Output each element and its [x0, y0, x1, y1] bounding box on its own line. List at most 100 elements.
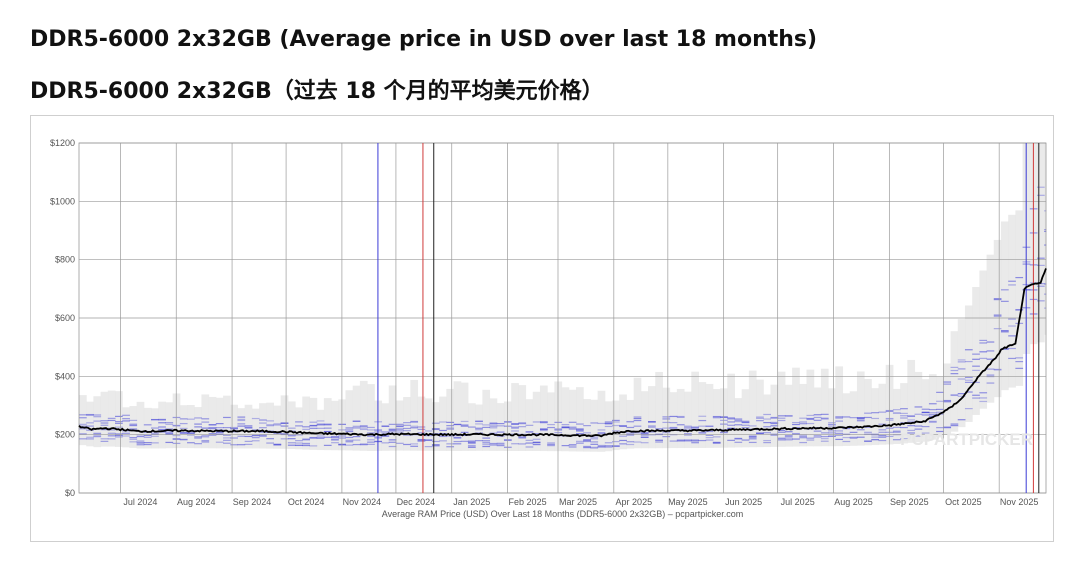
x-tick-label: Jun 2025: [725, 497, 762, 507]
grey-band-segment: [446, 388, 455, 451]
retailer-price-dash: [712, 442, 721, 444]
retailer-price-dash: [107, 438, 116, 440]
retailer-price-dash: [388, 428, 397, 430]
retailer-price-dash: [439, 429, 447, 432]
retailer-price-dash: [179, 427, 188, 429]
retailer-price-dash: [777, 439, 786, 441]
retailer-price-dash: [251, 440, 260, 442]
retailer-price-dash: [424, 439, 433, 441]
retailer-price-dash: [972, 394, 980, 396]
retailer-price-dash: [367, 439, 375, 441]
retailer-price-dash: [460, 424, 469, 426]
retailer-price-dash: [194, 436, 202, 438]
retailer-price-dash: [316, 427, 325, 429]
retailer-price-dash: [367, 429, 375, 431]
retailer-price-dash: [849, 437, 858, 439]
retailer-price-dash: [928, 414, 937, 416]
grey-band-segment: [633, 377, 642, 449]
retailer-price-dash: [280, 438, 289, 440]
retailer-price-dash: [129, 438, 138, 441]
retailer-price-dash: [1008, 318, 1016, 320]
retailer-price-dash: [576, 433, 584, 435]
retailer-price-dash: [223, 426, 231, 429]
retailer-price-dash: [244, 425, 253, 427]
retailer-price-dash: [539, 422, 548, 424]
retailer-price-dash: [453, 437, 462, 439]
retailer-price-dash: [1044, 229, 1047, 231]
retailer-price-dash: [93, 414, 102, 416]
retailer-price-dash: [86, 425, 94, 427]
retailer-price-dash: [979, 339, 988, 342]
retailer-price-dash: [539, 428, 548, 430]
grey-band-segment: [460, 382, 469, 451]
retailer-price-dash: [813, 414, 822, 416]
retailer-price-dash: [266, 424, 274, 426]
retailer-price-dash: [323, 430, 332, 433]
retailer-price-dash: [583, 432, 591, 434]
retailer-price-dash: [122, 418, 130, 420]
retailer-price-dash: [684, 439, 692, 441]
retailer-price-dash: [806, 422, 815, 425]
retailer-price-dash: [201, 427, 210, 429]
retailer-price-dash: [892, 439, 901, 441]
grey-band-segment: [136, 401, 145, 449]
retailer-price-dash: [655, 428, 663, 430]
retailer-price-dash: [813, 416, 822, 419]
retailer-price-dash: [669, 440, 678, 442]
grey-band-segment: [900, 383, 908, 444]
retailer-price-dash: [431, 428, 440, 431]
retailer-price-dash: [345, 441, 354, 443]
grey-band-segment: [943, 363, 952, 435]
retailer-price-dash: [979, 357, 988, 359]
retailer-price-dash: [943, 401, 952, 403]
retailer-price-dash: [590, 443, 599, 445]
retailer-price-dash: [864, 433, 872, 435]
retailer-price-dash: [590, 422, 599, 424]
grey-band-segment: [165, 402, 174, 449]
grey-band-segment: [878, 383, 887, 445]
retailer-price-dash: [215, 431, 224, 433]
retailer-price-dash: [900, 417, 908, 419]
retailer-price-dash: [1036, 285, 1045, 287]
pcpartpicker-watermark: PCPARTPICKER: [900, 430, 1033, 449]
retailer-price-dash: [943, 427, 952, 429]
retailer-price-dash: [201, 436, 210, 438]
retailer-price-dash: [439, 421, 447, 423]
retailer-price-dash: [705, 430, 714, 433]
retailer-price-dash: [626, 432, 635, 434]
retailer-price-dash: [302, 438, 310, 440]
retailer-price-dash: [835, 438, 844, 441]
retailer-price-dash: [590, 446, 599, 448]
retailer-price-dash: [129, 437, 138, 439]
retailer-price-dash: [266, 420, 274, 422]
retailer-price-dash: [979, 400, 988, 403]
retailer-price-dash: [806, 439, 815, 441]
retailer-price-dash: [648, 425, 656, 427]
grey-band-segment: [619, 394, 627, 450]
retailer-price-dash: [489, 444, 498, 446]
retailer-price-dash: [712, 436, 721, 438]
retailer-price-dash: [388, 429, 397, 431]
retailer-price-dash: [964, 376, 973, 379]
retailer-price-dash: [251, 417, 260, 420]
grey-band-segment: [489, 398, 498, 451]
y-tick-label: $800: [55, 255, 75, 265]
retailer-price-dash: [590, 441, 599, 443]
retailer-price-dash: [86, 436, 94, 438]
retailer-price-dash: [835, 416, 844, 418]
retailer-price-dash: [806, 428, 815, 430]
retailer-price-dash: [878, 411, 887, 413]
grey-band-segment: [410, 379, 419, 451]
retailer-price-dash: [964, 349, 973, 351]
retailer-price-dash: [756, 417, 764, 419]
retailer-price-dash: [568, 446, 577, 448]
retailer-price-dash: [662, 427, 671, 429]
retailer-price-dash: [943, 383, 952, 385]
retailer-price-dash: [813, 436, 822, 438]
y-tick-label: $200: [55, 430, 75, 440]
retailer-price-dash: [158, 422, 166, 424]
retailer-price-dash: [93, 416, 102, 418]
retailer-price-dash: [662, 432, 671, 434]
x-tick-label: Aug 2024: [177, 497, 216, 507]
retailer-price-dash: [194, 443, 202, 445]
